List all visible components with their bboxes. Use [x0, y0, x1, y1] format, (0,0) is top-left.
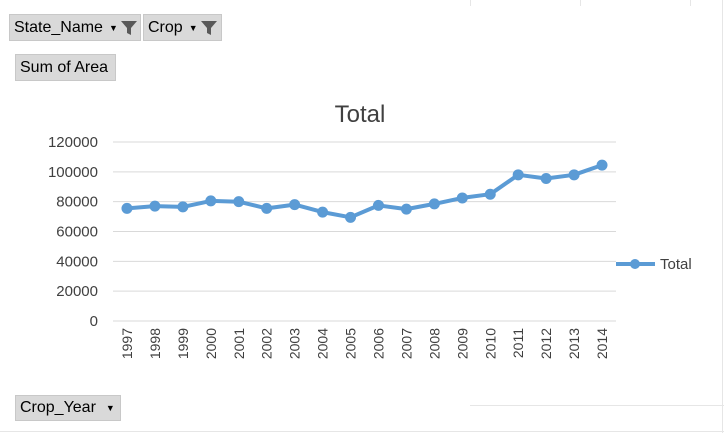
x-tick-label: 2013	[566, 328, 582, 359]
data-point	[177, 201, 189, 213]
x-tick-label: 2014	[594, 328, 610, 359]
y-tick-label: 100000	[48, 164, 98, 181]
y-tick-label: 0	[90, 313, 98, 330]
chevron-down-icon: ▼	[105, 403, 115, 413]
sum-of-area-label: Sum of Area	[20, 58, 109, 76]
data-point	[261, 202, 273, 214]
data-point	[540, 173, 552, 185]
data-point	[233, 196, 245, 208]
chevron-down-icon: ▼	[188, 22, 198, 33]
x-tick-label: 2002	[259, 328, 275, 359]
x-tick-label: 1998	[147, 328, 163, 359]
data-point	[596, 159, 608, 171]
x-tick-label: 2004	[315, 328, 331, 359]
y-tick-label: 60000	[56, 224, 98, 241]
data-point	[317, 206, 329, 218]
data-point	[289, 199, 301, 211]
filter-icon	[120, 20, 137, 35]
x-tick-label: 2005	[343, 328, 359, 359]
y-tick-label: 20000	[56, 283, 98, 300]
crop-year-axis-button[interactable]: Crop_Year ▼	[15, 395, 121, 421]
x-tick-label: 2010	[482, 328, 498, 359]
data-point	[484, 188, 496, 200]
x-tick-label: 1997	[119, 328, 135, 359]
sum-of-area-value-button[interactable]: Sum of Area	[15, 54, 116, 81]
x-tick-label: 2003	[287, 328, 303, 359]
x-tick-label: 2011	[510, 328, 526, 358]
crop-filter-label: Crop	[148, 18, 183, 36]
x-tick-label: 2009	[454, 328, 470, 359]
state-name-filter-button[interactable]: State_Name ▼	[9, 14, 141, 41]
data-point	[456, 192, 468, 204]
x-tick-label: 2007	[398, 328, 414, 359]
data-point	[205, 195, 217, 207]
data-point	[149, 200, 161, 212]
x-tick-label: 2012	[538, 328, 554, 359]
x-tick-label: 2006	[370, 328, 386, 359]
x-tick-label: 1999	[175, 328, 191, 359]
data-point	[372, 199, 384, 211]
state-name-filter-label: State_Name	[14, 18, 103, 36]
legend-label: Total	[660, 256, 692, 273]
series-line	[125, 163, 604, 220]
data-point	[345, 211, 357, 223]
crop-filter-button[interactable]: Crop ▼	[143, 14, 222, 41]
x-tick-label: 2000	[203, 328, 219, 359]
y-tick-label: 80000	[56, 194, 98, 211]
legend-marker	[630, 259, 640, 269]
data-point	[568, 169, 580, 181]
data-point	[512, 169, 524, 181]
x-tick-label: 2001	[231, 328, 247, 359]
y-tick-label: 40000	[56, 253, 98, 270]
chart-title: Total	[335, 101, 386, 128]
chevron-down-icon: ▼	[108, 22, 118, 33]
filter-icon	[200, 20, 217, 35]
crop-year-label: Crop_Year	[20, 399, 96, 416]
data-point	[428, 198, 440, 210]
data-point	[121, 202, 133, 214]
y-tick-label: 120000	[48, 134, 98, 151]
x-tick-label: 2008	[426, 328, 442, 359]
data-point	[400, 203, 412, 215]
